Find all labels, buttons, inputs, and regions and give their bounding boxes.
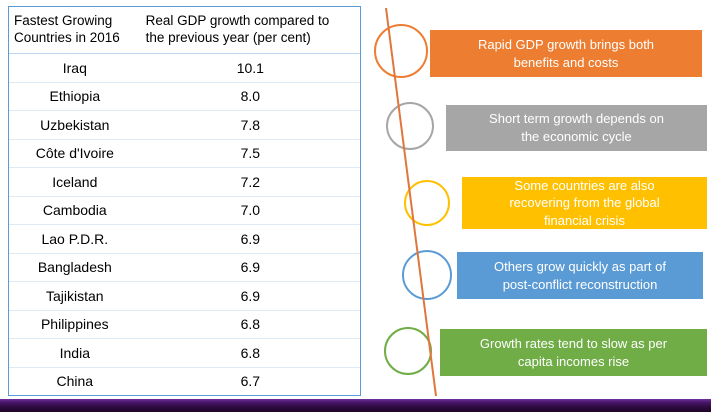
table-row: Lao P.D.R. 6.9 xyxy=(9,225,360,254)
country-cell: China xyxy=(56,373,94,390)
process-banner-2: Short term growth depends on the economi… xyxy=(446,105,707,151)
gdp-value-cell: 6.8 xyxy=(240,316,261,333)
table-row: Côte d'Ivoire 7.5 xyxy=(9,140,360,168)
country-cell: Côte d'Ivoire xyxy=(35,145,114,162)
country-cell: Ethiopia xyxy=(49,88,101,105)
process-circle-4 xyxy=(402,250,452,300)
table-row: Bangladesh 6.9 xyxy=(9,254,360,282)
process-banner-3: Some countries are also recovering from … xyxy=(462,177,707,229)
table-row: Iceland 7.2 xyxy=(9,168,360,197)
table-row: Ethiopia 8.0 xyxy=(9,83,360,111)
table-header-gdp-growth: Real GDP growth compared to the previous… xyxy=(145,13,330,45)
process-banner-text-5: Growth rates tend to slow as per capita … xyxy=(479,335,668,369)
country-cell: Iceland xyxy=(52,173,98,190)
process-banner-text-3: Some countries are also recovering from … xyxy=(509,177,660,228)
table-row: India 6.8 xyxy=(9,339,360,368)
country-cell: Tajikistan xyxy=(46,287,104,304)
gdp-value-cell: 7.0 xyxy=(240,202,261,219)
country-cell: Bangladesh xyxy=(37,259,112,276)
process-circle-1 xyxy=(374,24,428,78)
gdp-value-cell: 6.9 xyxy=(240,259,261,276)
table-row: Philippines 6.8 xyxy=(9,311,360,339)
process-banner-1: Rapid GDP growth brings both benefits an… xyxy=(430,30,702,77)
gdp-value-cell: 6.8 xyxy=(240,344,261,361)
table-row: Cambodia 7.0 xyxy=(9,197,360,225)
table-header-row: Fastest Growing Countries in 2016 Real G… xyxy=(9,7,360,54)
table-row: Iraq 10.1 xyxy=(9,54,360,83)
country-cell: Philippines xyxy=(40,316,109,333)
process-banner-text-2: Short term growth depends on the economi… xyxy=(489,111,664,144)
process-banner-text-4: Others grow quickly as part of post-conf… xyxy=(494,258,666,292)
gdp-value-cell: 6.7 xyxy=(240,373,261,390)
table-row: Uzbekistan 7.8 xyxy=(9,111,360,140)
gdp-value-cell: 7.2 xyxy=(240,173,261,190)
gdp-value-cell: 10.1 xyxy=(236,59,264,76)
country-cell: Lao P.D.R. xyxy=(41,230,109,247)
table-header-country: Fastest Growing Countries in 2016 xyxy=(14,13,120,45)
process-circle-5 xyxy=(384,327,432,375)
gdp-value-cell: 7.8 xyxy=(240,116,261,133)
country-cell: Cambodia xyxy=(42,202,107,219)
process-circle-2 xyxy=(386,102,434,150)
gdp-value-cell: 6.9 xyxy=(240,230,261,247)
bottom-accent-bar xyxy=(0,399,711,412)
table-row: China 6.7 xyxy=(9,368,360,396)
process-banner-4: Others grow quickly as part of post-conf… xyxy=(457,252,703,299)
country-cell: Uzbekistan xyxy=(40,116,110,133)
process-circle-3 xyxy=(404,180,450,226)
country-cell: India xyxy=(59,344,90,361)
process-banner-5: Growth rates tend to slow as per capita … xyxy=(440,329,707,376)
country-cell: Iraq xyxy=(62,59,87,76)
gdp-value-cell: 7.5 xyxy=(240,145,261,162)
gdp-table: Fastest Growing Countries in 2016 Real G… xyxy=(8,6,361,396)
gdp-value-cell: 8.0 xyxy=(240,88,261,105)
table-row: Tajikistan 6.9 xyxy=(9,282,360,311)
gdp-value-cell: 6.9 xyxy=(240,287,261,304)
process-banner-text-1: Rapid GDP growth brings both benefits an… xyxy=(477,36,655,70)
